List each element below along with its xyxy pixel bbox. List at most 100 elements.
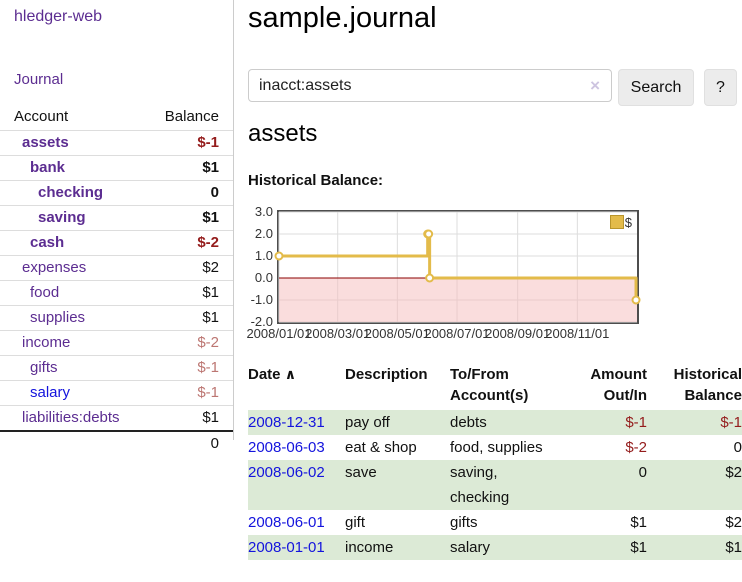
column-header-amount: Amount Out/In	[590, 366, 647, 404]
account-balance: $1	[202, 209, 219, 226]
y-axis-tick-label: 1.0	[254, 248, 273, 263]
sort-ascending-icon: ∧	[284, 366, 297, 382]
clear-search-icon[interactable]: ×	[590, 76, 600, 95]
register-account-heading: assets	[248, 120, 318, 147]
transaction-balance: $-1	[720, 414, 742, 431]
transaction-accounts: salary	[450, 539, 491, 556]
transaction-description: eat & shop	[345, 439, 417, 456]
transaction-description: gift	[345, 514, 366, 531]
transaction-balance: $1	[725, 539, 742, 556]
transaction-date-cell: 2008-01-01	[248, 535, 345, 560]
account-link[interactable]: income	[22, 334, 71, 351]
x-axis-tick-label: 2008/03/01	[305, 326, 371, 341]
account-link[interactable]: food	[30, 284, 60, 301]
account-row: expenses $2	[0, 255, 233, 280]
account-balance: $1	[202, 309, 219, 326]
transaction-row: 2008-06-01 gift gifts $1 $2	[248, 510, 742, 535]
search-button[interactable]: Search	[618, 69, 694, 106]
x-axis-tick-label: 2008/11/01	[545, 326, 610, 341]
transaction-accounts: gifts	[450, 514, 478, 531]
transaction-description: income	[345, 539, 394, 556]
account-link[interactable]: gifts	[30, 359, 58, 376]
account-rows: assets $-1 bank $1 checking 0 saving $1 cash $-2 e…	[0, 130, 233, 430]
x-axis-tick-label: 2008/07/01	[424, 326, 490, 341]
column-header-balance: Historical Balance	[673, 366, 742, 404]
account-link[interactable]: assets	[22, 134, 69, 151]
account-balance: $-2	[197, 234, 219, 251]
account-link[interactable]: supplies	[30, 309, 86, 326]
register-rows: 2008-12-31 pay off debts $-1 $-1 2008-06-03 ea…	[248, 410, 742, 560]
search-input[interactable]	[248, 69, 612, 102]
transaction-amount: $1	[630, 539, 647, 556]
transaction-date-cell: 2008-06-01	[248, 510, 345, 535]
accounts-header-account: Account	[14, 108, 69, 125]
legend-swatch-icon	[609, 215, 624, 229]
account-link[interactable]: checking	[38, 184, 104, 201]
accounts-header-balance: Balance	[164, 108, 219, 125]
account-link[interactable]: cash	[30, 234, 65, 251]
transaction-amount: $-1	[625, 414, 647, 431]
account-row: assets $-1	[0, 130, 233, 155]
account-balance: $1	[202, 409, 219, 426]
account-balance: 0	[210, 184, 219, 201]
transaction-date-link[interactable]: 2008-06-02	[248, 464, 325, 481]
transaction-date-link[interactable]: 2008-01-01	[248, 539, 325, 556]
column-header-description: Description	[345, 366, 428, 383]
column-header-date: Date ∧	[248, 366, 297, 383]
register-table: Date ∧ Description To/From Account(s) Am…	[248, 362, 742, 560]
account-balance: $2	[202, 259, 219, 276]
transaction-accounts: food, supplies	[450, 439, 543, 456]
accounts-table: Account Balance assets $-1 bank $1 checking 0…	[0, 104, 233, 456]
transaction-amount: $-2	[625, 439, 647, 456]
account-row: food $1	[0, 280, 233, 305]
account-row: liabilities:debts $1	[0, 405, 233, 430]
y-axis-tick-label: 0.0	[254, 270, 273, 285]
app-title-link[interactable]: hledger-web	[14, 8, 103, 25]
sidebar: hledger-web Journal Account Balance asse…	[0, 0, 234, 452]
transaction-amount: 0	[638, 464, 647, 481]
transaction-accounts: saving, checking	[450, 464, 510, 506]
account-row: saving $1	[0, 205, 233, 230]
help-button[interactable]: ?	[704, 69, 737, 106]
chart-plot-area[interactable]: $	[274, 210, 641, 324]
transaction-description: pay off	[345, 414, 390, 431]
account-row: cash $-2	[0, 230, 233, 255]
account-link[interactable]: salary	[30, 384, 71, 401]
account-row: income $-2	[0, 330, 233, 355]
account-balance: $-1	[197, 359, 219, 376]
transaction-date-link[interactable]: 2008-06-03	[248, 439, 325, 456]
transaction-row: 2008-01-01 income salary $1 $1	[248, 535, 742, 560]
account-balance: $-1	[197, 134, 219, 151]
account-row: supplies $1	[0, 305, 233, 330]
transaction-date-cell: 2008-06-03	[248, 435, 345, 460]
transaction-date-link[interactable]: 2008-12-31	[248, 414, 325, 431]
y-axis-tick-label: 2.0	[254, 226, 273, 241]
account-link[interactable]: liabilities:debts	[22, 409, 120, 426]
account-link[interactable]: expenses	[22, 259, 87, 276]
search-form: × Search ?	[248, 69, 742, 106]
transaction-balance: $2	[725, 464, 742, 481]
account-balance: $-1	[197, 384, 219, 401]
column-header-account: To/From Account(s)	[450, 366, 529, 404]
y-axis-tick-label: -1.0	[250, 292, 273, 307]
register-header-row: Date ∧ Description To/From Account(s) Am…	[248, 362, 742, 410]
transaction-accounts: debts	[450, 414, 487, 431]
transaction-date-cell: 2008-12-31	[248, 410, 345, 435]
account-row: checking 0	[0, 180, 233, 205]
legend-label: $	[624, 215, 632, 230]
transaction-balance: $2	[725, 514, 742, 531]
transaction-row: 2008-06-02 save saving, checking 0 $2	[248, 460, 742, 510]
transaction-date-link[interactable]: 2008-06-01	[248, 514, 325, 531]
sidebar-item-journal[interactable]: Journal	[14, 71, 64, 88]
account-balance: $1	[202, 159, 219, 176]
transaction-row: 2008-12-31 pay off debts $-1 $-1	[248, 410, 742, 435]
page-title: sample.journal	[248, 2, 437, 34]
account-balance: $1	[202, 284, 219, 301]
transaction-row: 2008-06-03 eat & shop food, supplies $-2 0	[248, 435, 742, 460]
chart-title: Historical Balance:	[248, 172, 384, 189]
account-link[interactable]: bank	[30, 159, 66, 176]
account-link[interactable]: saving	[38, 209, 86, 226]
account-balance: $-2	[197, 334, 219, 351]
transaction-description: save	[345, 464, 377, 481]
x-axis-tick-label: 2008/01/01	[246, 326, 312, 341]
